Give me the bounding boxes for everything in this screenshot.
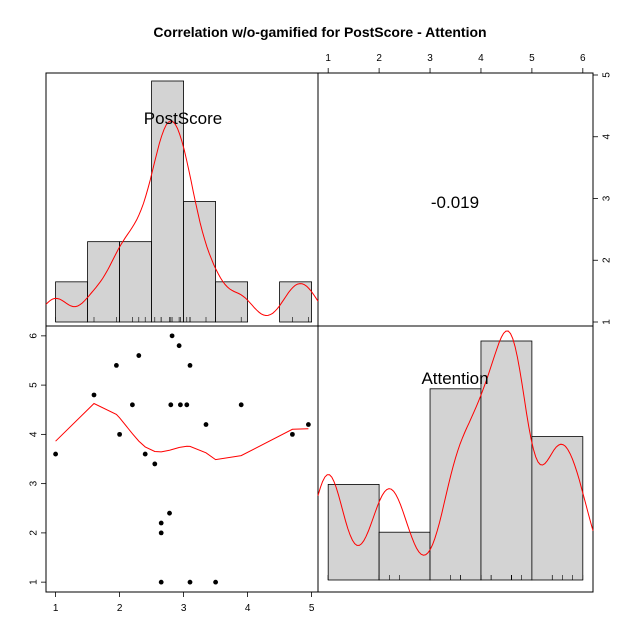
top-tick-label-1: 1 — [325, 53, 331, 64]
bottom-tick-label-3: 3 — [181, 603, 187, 614]
scatter-point-5 — [130, 402, 135, 408]
attention-bar-5 — [531, 436, 584, 581]
scatter-smooth-line — [55, 402, 309, 461]
scatter-point-12 — [167, 510, 172, 516]
postscore-bar-8 — [279, 281, 313, 323]
postscore-density-line — [45, 120, 319, 317]
scatter-point-17 — [184, 402, 190, 408]
attention-histogram — [317, 330, 594, 581]
right-tick-label-3: 3 — [602, 195, 613, 201]
scatter-point-24 — [306, 422, 311, 427]
scatter-point-22 — [238, 402, 244, 408]
bottom-tick-label-5: 5 — [309, 603, 315, 614]
scatter-point-21 — [213, 579, 219, 585]
scatter-point-18 — [187, 363, 193, 368]
scatter-point-11 — [158, 579, 164, 585]
scatter-point-20 — [203, 422, 209, 427]
right-tick-label-4: 4 — [602, 134, 613, 140]
bottom-tick-label-2: 2 — [117, 603, 123, 614]
scatter-point-3 — [114, 363, 119, 368]
scatter-point-9 — [158, 520, 164, 526]
postscore-bar-2 — [87, 241, 120, 323]
scatter-point-19 — [187, 579, 193, 585]
left-tick-label-1: 1 — [29, 579, 40, 585]
attention-bar-4 — [480, 340, 533, 581]
postscore-diag-label: PostScore — [144, 109, 222, 128]
scatter-point-14 — [169, 333, 175, 339]
postscore-bar-1 — [55, 281, 88, 323]
scatter-point-13 — [168, 402, 174, 408]
attention-density-line — [317, 330, 594, 556]
attention-bar-3 — [429, 388, 482, 581]
postscore-bar-3 — [119, 241, 152, 323]
scatter-point-4 — [117, 431, 122, 437]
attention-bar-2 — [378, 531, 431, 581]
scatter-point-2 — [91, 392, 97, 398]
panel-bottom-right-frame — [317, 325, 594, 593]
postscore-histogram — [45, 80, 319, 323]
attention-diag-label: Attention — [421, 369, 488, 388]
scatter-point-23 — [290, 431, 295, 437]
bottom-tick-label-1: 1 — [53, 603, 59, 614]
left-tick-label-5: 5 — [29, 382, 40, 388]
scatter-point-8 — [152, 461, 158, 467]
scatter-point-15 — [176, 343, 182, 349]
left-tick-label-2: 2 — [29, 530, 40, 536]
chart-title: Correlation w/o-gamified for PostScore -… — [153, 24, 486, 40]
right-tick-label-1: 1 — [602, 319, 613, 325]
postscore-bar-4 — [151, 80, 185, 323]
top-tick-label-4: 4 — [478, 53, 484, 64]
scatter-point-6 — [136, 353, 142, 358]
top-tick-label-6: 6 — [580, 53, 586, 64]
left-tick-label-4: 4 — [29, 431, 40, 437]
attention-bar-1 — [327, 483, 380, 581]
top-tick-label-3: 3 — [427, 53, 433, 64]
panel-bottom-left-frame — [45, 325, 319, 593]
scatter-point-7 — [142, 451, 148, 457]
left-tick-label-6: 6 — [29, 333, 40, 339]
correlation-value: -0.019 — [431, 193, 479, 212]
top-tick-label-2: 2 — [376, 53, 382, 64]
scatter-point-10 — [158, 530, 164, 536]
right-tick-label-5: 5 — [602, 72, 613, 78]
postscore-bar-6 — [215, 281, 249, 323]
scatter-point-1 — [53, 451, 58, 457]
scatter-panel — [53, 333, 311, 585]
axes: 1 2 3 4 5 1 2 3 4 5 6 1 2 3 4 5 6 1 2 3 4 5 — [29, 53, 613, 614]
left-tick-label-3: 3 — [29, 480, 40, 486]
scatter-point-16 — [178, 402, 183, 408]
top-tick-label-5: 5 — [529, 53, 535, 64]
bottom-tick-label-4: 4 — [245, 603, 251, 614]
right-tick-label-2: 2 — [602, 257, 613, 263]
